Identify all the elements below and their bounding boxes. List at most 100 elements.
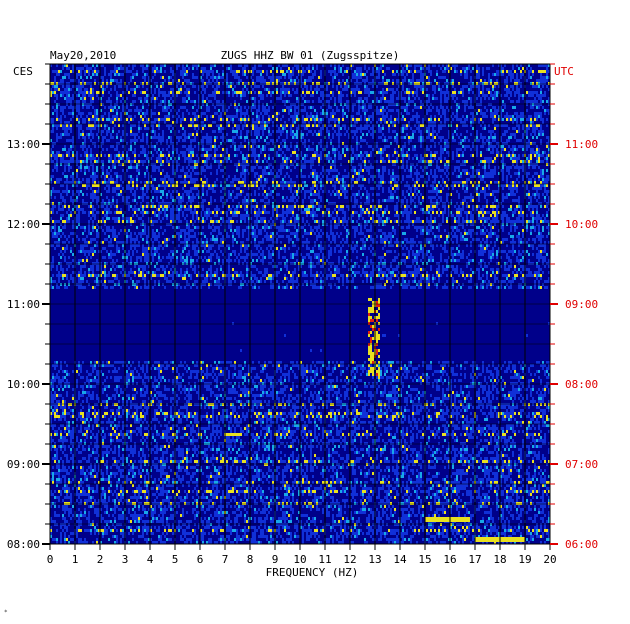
heatmap-cell (464, 85, 466, 88)
heatmap-cell (140, 187, 142, 190)
heatmap-cell (244, 160, 246, 163)
heatmap-cell (254, 103, 256, 106)
heatmap-cell (290, 184, 292, 187)
heatmap-cell (222, 91, 224, 94)
heatmap-cell (528, 73, 530, 76)
heatmap-cell (366, 154, 368, 157)
heatmap-cell (98, 82, 100, 85)
heatmap-cell (64, 124, 66, 127)
heatmap-cell (400, 136, 402, 139)
heatmap-cell (116, 148, 118, 151)
heatmap-cell (546, 157, 548, 160)
heatmap-cell (66, 91, 68, 94)
heatmap-cell (254, 121, 256, 124)
heatmap-cell (184, 181, 186, 184)
heatmap-cell (132, 64, 134, 67)
heatmap-cell (172, 181, 174, 184)
heatmap-cell (266, 181, 268, 184)
heatmap-cell (146, 154, 148, 157)
heatmap-cell (246, 88, 248, 91)
heatmap-cell (444, 121, 446, 124)
heatmap-cell (252, 112, 254, 115)
heatmap-cell (330, 91, 332, 94)
heatmap-cell (430, 184, 432, 187)
heatmap-cell (490, 169, 492, 172)
heatmap-cell (264, 172, 266, 175)
heatmap-cell (246, 82, 248, 85)
heatmap-cell (404, 97, 406, 100)
heatmap-cell (382, 109, 384, 112)
heatmap-cell (532, 136, 534, 139)
heatmap-cell (304, 79, 306, 82)
heatmap-cell (502, 73, 504, 76)
heatmap-cell (362, 100, 364, 103)
heatmap-cell (200, 121, 202, 124)
heatmap-cell (330, 139, 332, 142)
heatmap-cell (68, 67, 70, 70)
heatmap-cell (70, 124, 72, 127)
heatmap-cell (444, 109, 446, 112)
heatmap-cell (182, 106, 184, 109)
heatmap-cell (188, 88, 190, 91)
heatmap-cell (282, 160, 284, 163)
heatmap-cell (462, 184, 464, 187)
heatmap-cell (338, 94, 340, 97)
heatmap-cell (432, 97, 434, 100)
heatmap-cell (370, 115, 372, 118)
heatmap-cell (142, 118, 144, 121)
heatmap-cell (354, 88, 356, 91)
heatmap-cell (456, 181, 458, 184)
heatmap-cell (150, 91, 152, 94)
heatmap-cell (482, 88, 484, 91)
heatmap-cell (136, 139, 138, 142)
heatmap-cell (344, 145, 346, 148)
heatmap-cell (522, 136, 524, 139)
heatmap-cell (214, 148, 216, 151)
heatmap-cell (100, 175, 102, 178)
heatmap-cell (218, 127, 220, 130)
heatmap-cell (534, 118, 536, 121)
heatmap-cell (240, 184, 242, 187)
heatmap-cell (508, 127, 510, 130)
heatmap-cell (290, 187, 292, 190)
heatmap-cell (232, 142, 234, 145)
heatmap-cell (94, 145, 96, 148)
heatmap-cell (458, 184, 460, 187)
heatmap-cell (422, 67, 424, 70)
heatmap-cell (262, 85, 264, 88)
heatmap-cell (450, 106, 452, 109)
heatmap-cell (478, 163, 480, 166)
heatmap-cell (232, 139, 234, 142)
heatmap-cell (344, 127, 346, 130)
heatmap-cell (102, 166, 104, 169)
heatmap-cell (462, 121, 464, 124)
heatmap-cell (316, 133, 318, 136)
heatmap-cell (86, 157, 88, 160)
heatmap-cell (178, 82, 180, 85)
heatmap-cell (200, 79, 202, 82)
heatmap-cell (452, 172, 454, 175)
heatmap-cell (132, 88, 134, 91)
heatmap-cell (136, 175, 138, 178)
heatmap-cell (478, 88, 480, 91)
heatmap-cell (506, 181, 508, 184)
heatmap-cell (350, 157, 352, 160)
heatmap-cell (516, 121, 518, 124)
heatmap-cell (236, 115, 238, 118)
heatmap-cell (532, 142, 534, 145)
heatmap-cell (518, 97, 520, 100)
heatmap-cell (68, 163, 70, 166)
heatmap-cell (430, 133, 432, 136)
heatmap-cell (404, 184, 406, 187)
heatmap-cell (294, 112, 296, 115)
heatmap-cell (540, 64, 542, 67)
heatmap-cell (362, 178, 364, 181)
heatmap-cell (378, 169, 380, 172)
heatmap-cell (504, 163, 506, 166)
heatmap-cell (332, 127, 334, 130)
heatmap-cell (400, 73, 402, 76)
heatmap-cell (450, 82, 452, 85)
heatmap-cell (166, 157, 168, 160)
heatmap-cell (234, 100, 236, 103)
heatmap-cell (222, 136, 224, 139)
